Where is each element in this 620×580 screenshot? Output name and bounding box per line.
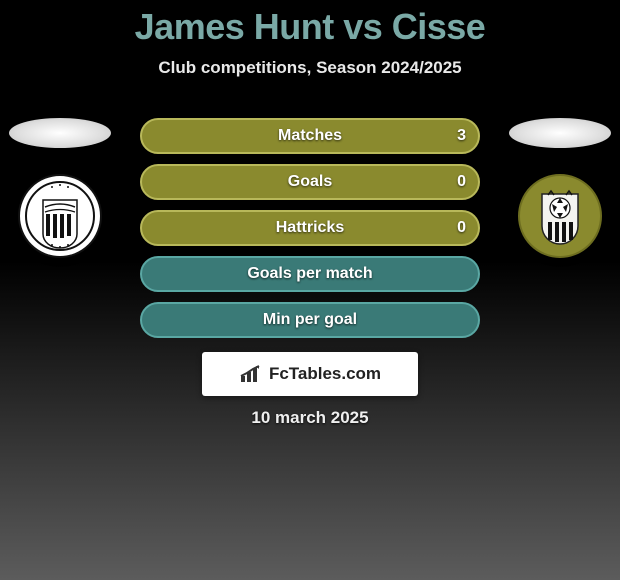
stat-label: Min per goal — [263, 311, 357, 329]
player-right-column — [500, 118, 620, 258]
stat-label: Matches — [278, 127, 342, 145]
stat-pill: Min per goal — [140, 302, 480, 338]
bar-chart-icon — [239, 364, 263, 384]
stat-label: Hattricks — [276, 219, 344, 237]
club-badge-right — [518, 174, 602, 258]
page-title: James Hunt vs Cisse — [0, 0, 620, 48]
notts-county-crest-icon — [518, 174, 602, 258]
club-badge-left — [18, 174, 102, 258]
stat-label: Goals — [288, 173, 332, 191]
stat-pill: Goals per match — [140, 256, 480, 292]
player-right-silhouette — [509, 118, 611, 148]
stat-label: Goals per match — [247, 265, 372, 283]
branding-text: FcTables.com — [269, 364, 381, 384]
branding-box[interactable]: FcTables.com — [202, 352, 418, 396]
comparison-card: James Hunt vs Cisse Club competitions, S… — [0, 0, 620, 580]
stat-pill: Hattricks 0 — [140, 210, 480, 246]
stat-pill: Matches 3 — [140, 118, 480, 154]
stat-right-value: 0 — [457, 219, 466, 237]
stat-pill: Goals 0 — [140, 164, 480, 200]
player-left-silhouette — [9, 118, 111, 148]
stats-list: Matches 3 Goals 0 Hattricks 0 Goals per match M… — [140, 118, 480, 338]
stat-right-value: 0 — [457, 173, 466, 191]
page-subtitle: Club competitions, Season 2024/2025 — [0, 58, 620, 78]
stat-right-value: 3 — [457, 127, 466, 145]
date-label: 10 march 2025 — [0, 408, 620, 428]
grimsby-town-crest-icon — [18, 174, 102, 258]
player-left-column — [0, 118, 120, 258]
